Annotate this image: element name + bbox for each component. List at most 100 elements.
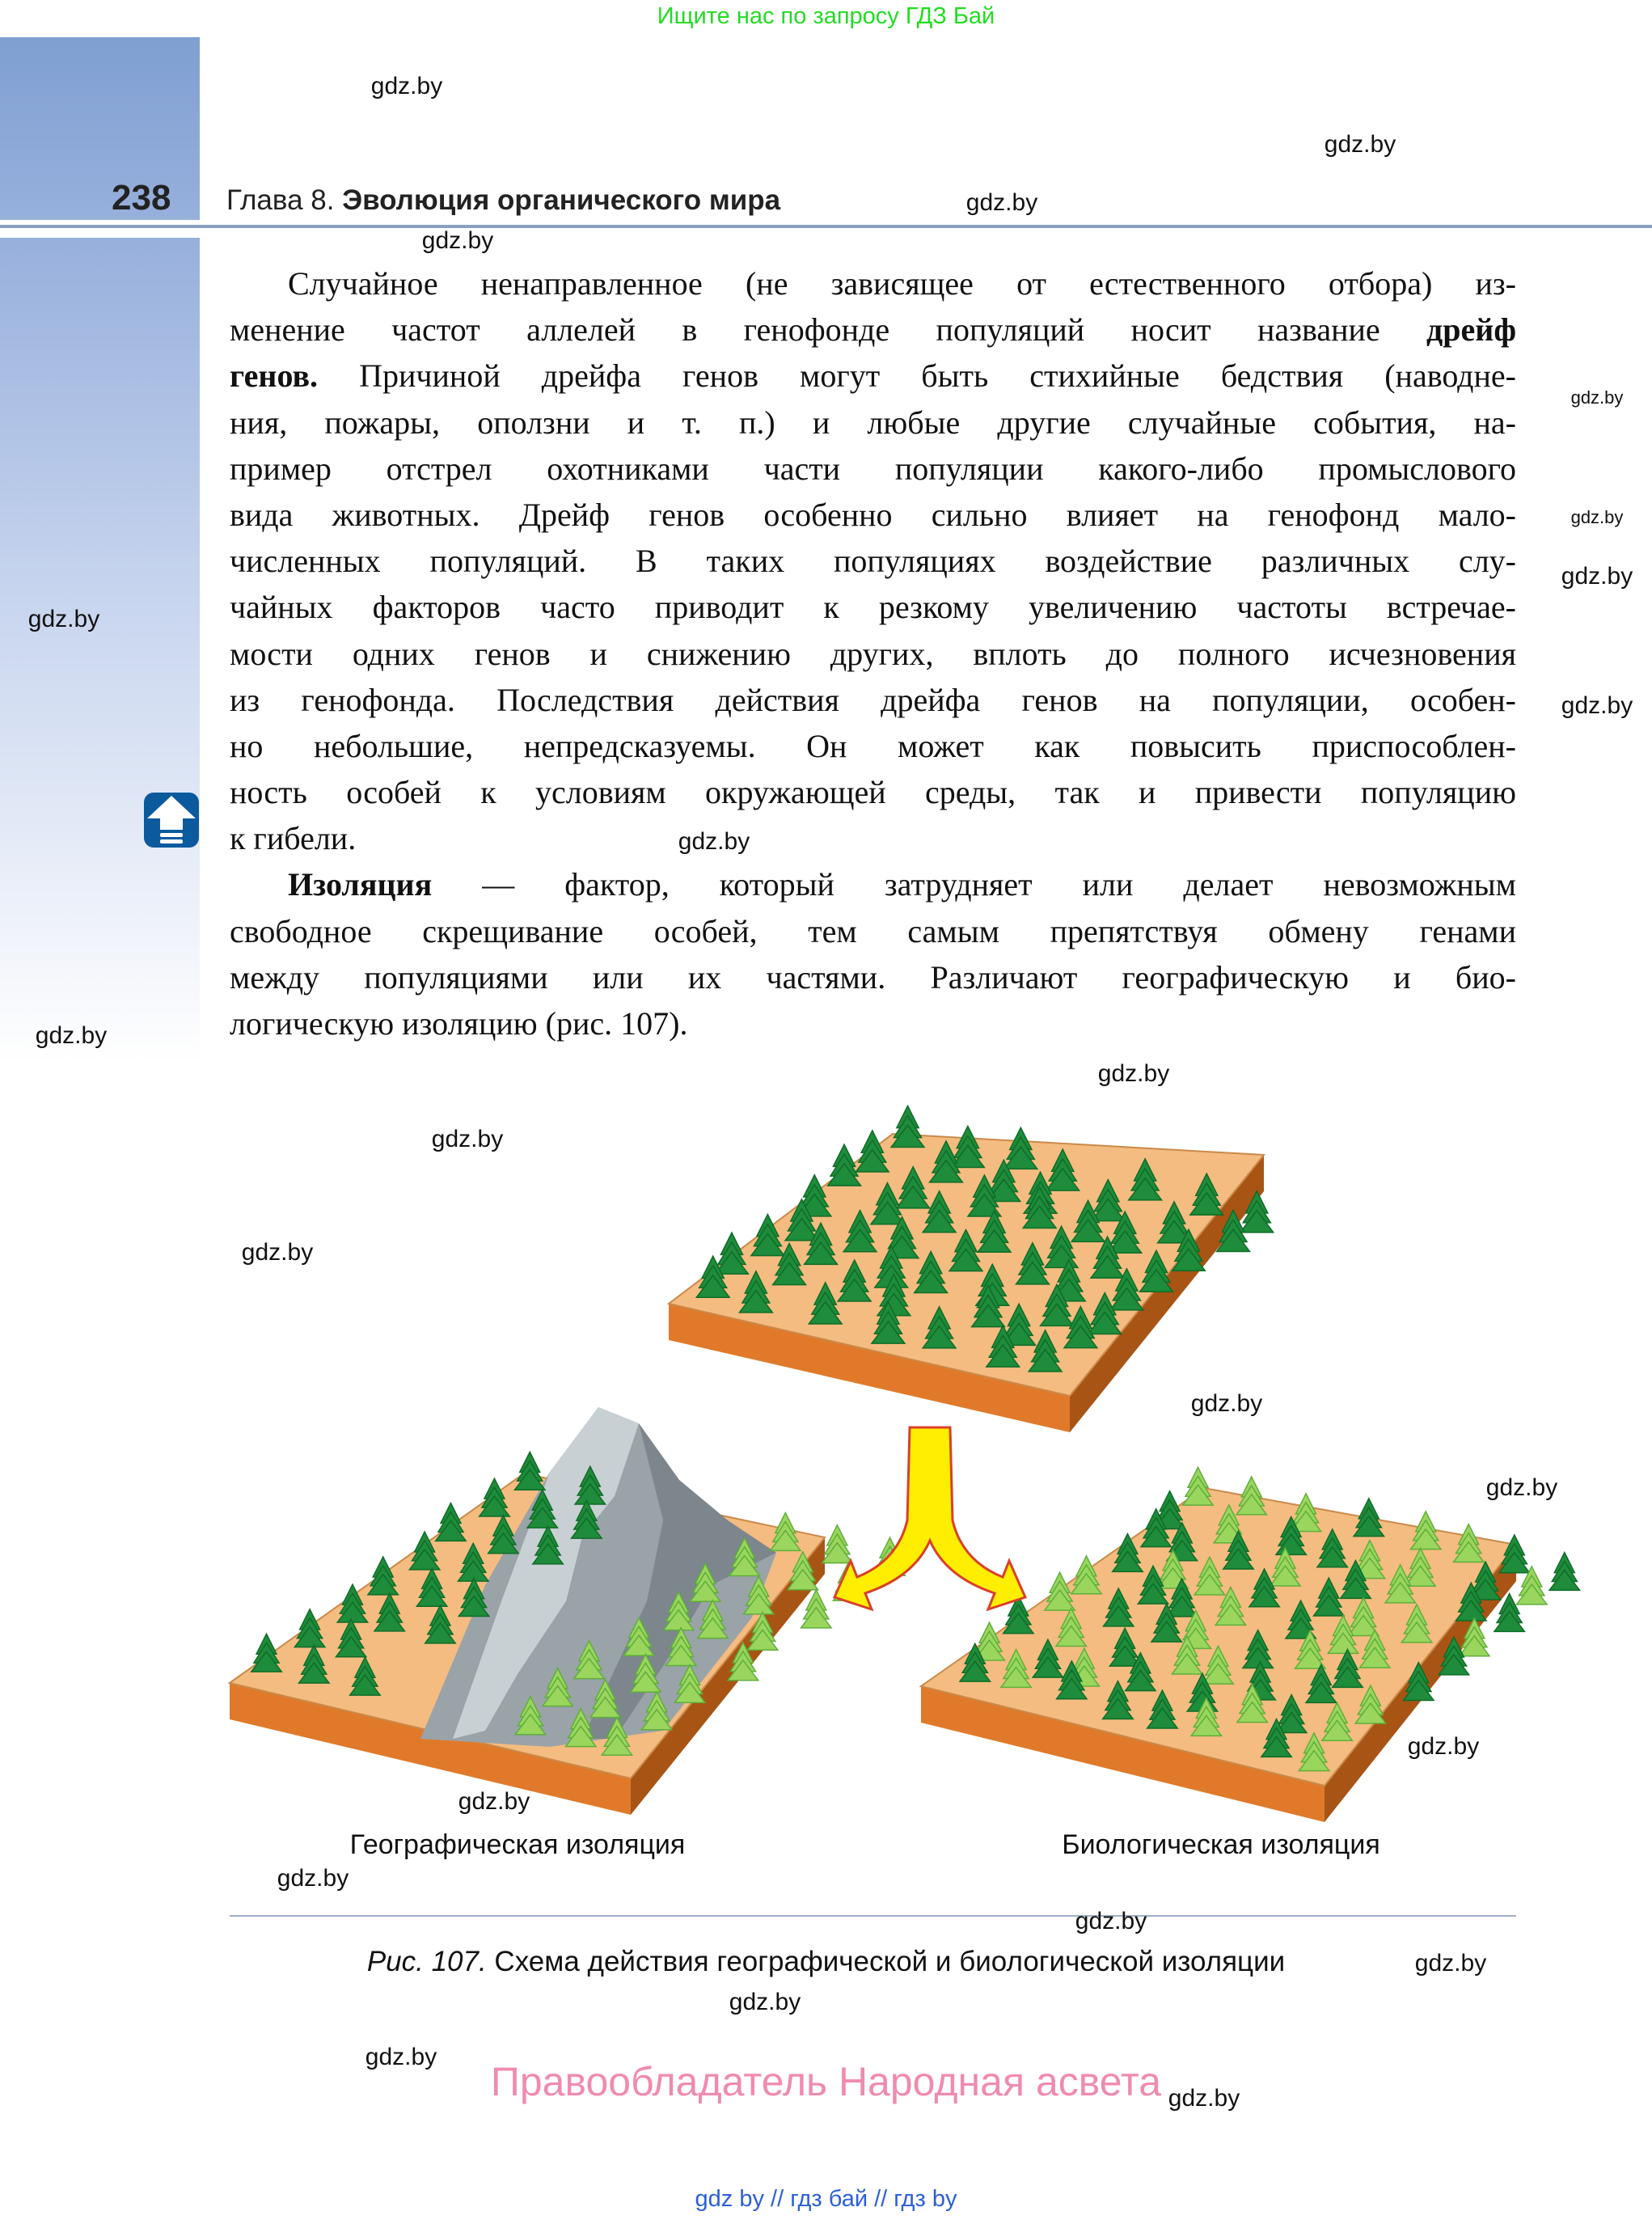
tree bbox=[1153, 1490, 1186, 1530]
tree bbox=[541, 1667, 574, 1707]
tree bbox=[336, 1583, 370, 1623]
tree bbox=[928, 1139, 964, 1183]
tree bbox=[695, 1254, 731, 1298]
tree bbox=[1236, 1683, 1269, 1723]
watermark-link[interactable]: gdz.by bbox=[27, 606, 100, 632]
tree bbox=[769, 1511, 802, 1552]
tree bbox=[1260, 1717, 1293, 1758]
watermark-link[interactable]: gdz.by bbox=[965, 189, 1038, 216]
label-geographic-isolation: Географическая изоляция bbox=[349, 1829, 686, 1860]
watermark-link[interactable]: gdz.by bbox=[1407, 1733, 1480, 1760]
watermark-link[interactable]: gdz.by bbox=[729, 1989, 801, 2015]
tree bbox=[1304, 1663, 1338, 1704]
tree bbox=[786, 1550, 820, 1591]
watermark-link[interactable]: gdz.by bbox=[1570, 387, 1624, 408]
tree bbox=[1139, 1249, 1174, 1293]
tree bbox=[949, 1124, 986, 1169]
tree bbox=[854, 1129, 890, 1173]
text-line: из генофонда. Последствия действия дрейф… bbox=[230, 677, 1516, 723]
tree bbox=[622, 1616, 656, 1656]
watermark-link[interactable]: gdz.by bbox=[1561, 563, 1633, 590]
tree bbox=[1215, 1208, 1251, 1253]
watermark-link[interactable]: gdz.by bbox=[1190, 1390, 1263, 1417]
text-span: ность особей к условиям окружающей среды… bbox=[230, 774, 1516, 811]
tree bbox=[334, 1617, 368, 1658]
tree bbox=[640, 1690, 674, 1731]
tree bbox=[1015, 1241, 1050, 1285]
text-line: генов. Причиной дрейфа генов могут быть … bbox=[230, 353, 1516, 399]
text-span: из генофонда. Последствия действия дрейф… bbox=[230, 681, 1516, 718]
tree bbox=[985, 1324, 1021, 1368]
tree bbox=[1027, 1329, 1063, 1372]
tree bbox=[1316, 1528, 1349, 1568]
text-span: пример отстрел охотниками части популяци… bbox=[230, 450, 1516, 487]
watermark-link[interactable]: gdz.by bbox=[1324, 131, 1396, 158]
watermark-link[interactable]: gdz.by bbox=[365, 2044, 437, 2070]
tree bbox=[821, 1524, 854, 1564]
geographic-plate-side-front bbox=[230, 1683, 631, 1815]
tree bbox=[661, 1591, 695, 1631]
tree bbox=[1001, 1302, 1037, 1347]
tree bbox=[1087, 1291, 1123, 1335]
watermark-link[interactable]: gdz.by bbox=[1075, 1908, 1147, 1934]
tree bbox=[513, 1450, 547, 1490]
watermark-link[interactable]: gdz.by bbox=[678, 828, 750, 855]
watermark-link[interactable]: gdz.by bbox=[1485, 1474, 1558, 1501]
tree bbox=[1150, 1602, 1183, 1643]
watermark-link[interactable]: gdz.by bbox=[1168, 2085, 1240, 2112]
watermark-link[interactable]: gdz.by bbox=[1097, 1060, 1170, 1087]
tree bbox=[1107, 1210, 1143, 1254]
watermark-link[interactable]: gdz.by bbox=[1570, 507, 1624, 527]
text-span: логическую изоляцию (рис. 107). bbox=[230, 1005, 688, 1042]
tree bbox=[895, 1165, 932, 1209]
tree bbox=[913, 1249, 949, 1294]
tree bbox=[1111, 1532, 1144, 1573]
watermark-link[interactable]: gdz.by bbox=[277, 1865, 349, 1892]
watermark-link[interactable]: gdz.by bbox=[35, 1022, 108, 1049]
tree bbox=[1021, 1185, 1058, 1229]
tree bbox=[1294, 1629, 1327, 1669]
watermark-link[interactable]: gdz.by bbox=[1561, 692, 1633, 719]
tree bbox=[921, 1305, 957, 1349]
tree bbox=[714, 1231, 750, 1275]
tree bbox=[1139, 1507, 1172, 1548]
watermark-link[interactable]: gdz.by bbox=[370, 73, 443, 99]
tree bbox=[373, 1592, 406, 1632]
chapter-heading: Глава 8. Эволюция органического мира bbox=[226, 184, 780, 217]
mountain-shadow bbox=[582, 1423, 776, 1739]
watermark-link[interactable]: gdz.by bbox=[431, 1126, 504, 1152]
tree bbox=[1312, 1576, 1346, 1617]
source-plate-side-right bbox=[1070, 1155, 1264, 1432]
tree bbox=[826, 1143, 862, 1186]
tree bbox=[1455, 1581, 1488, 1621]
tree bbox=[573, 1465, 607, 1505]
tree bbox=[726, 1641, 760, 1681]
search-banner[interactable]: Ищите нас по запросу ГДЗ Бай bbox=[657, 3, 995, 29]
footer-links[interactable]: gdz by // гдз бай // гдз by bbox=[695, 2186, 957, 2212]
text-line: Изоляция — фактор, который затрудняет ил… bbox=[230, 861, 1516, 907]
text-span: вида животных. Дрейф генов особенно силь… bbox=[230, 496, 1516, 533]
tree bbox=[1002, 1594, 1035, 1634]
text-line: свободное скрещивание особей, тем самым … bbox=[230, 908, 1516, 954]
text-span: — фактор, который затрудняет или делает … bbox=[432, 866, 1516, 903]
tree bbox=[973, 1621, 1006, 1661]
text-line: ния, пожары, оползни и т. п.) и любые др… bbox=[230, 400, 1516, 446]
tree bbox=[531, 1524, 564, 1565]
watermark-link[interactable]: gdz.by bbox=[458, 1788, 530, 1815]
caption-divider bbox=[230, 1915, 1516, 1917]
tree bbox=[434, 1501, 467, 1542]
header-divider bbox=[0, 225, 1652, 228]
watermark-link[interactable]: gdz.by bbox=[1414, 1950, 1487, 1977]
tree bbox=[1235, 1475, 1268, 1516]
up-arrow-icon[interactable] bbox=[142, 791, 201, 849]
chapter-title: Эволюция органического мира bbox=[342, 184, 781, 216]
tree bbox=[1127, 1157, 1164, 1201]
tree bbox=[1458, 1617, 1491, 1657]
tree bbox=[870, 1300, 906, 1344]
watermark-link[interactable]: gdz.by bbox=[421, 227, 494, 254]
tree bbox=[629, 1652, 662, 1693]
text-span: свободное скрещивание особей, тем самым … bbox=[230, 912, 1516, 949]
watermark-link[interactable]: gdz.by bbox=[241, 1239, 314, 1266]
tree bbox=[1043, 1571, 1076, 1611]
tree bbox=[1515, 1565, 1548, 1605]
